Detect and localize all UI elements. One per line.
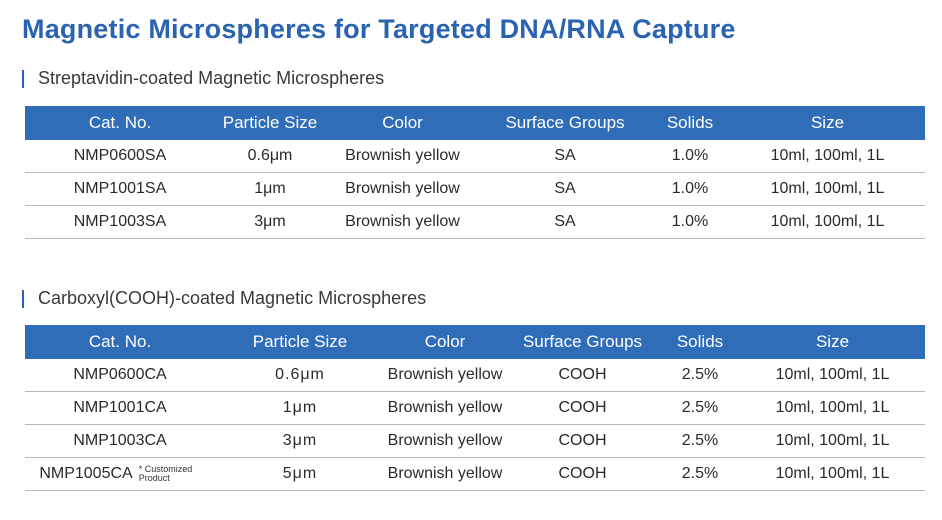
- particle-size-cell: 3μm: [215, 424, 385, 458]
- surface-group-cell: SA: [480, 140, 650, 173]
- customized-product-note: * Customized Product: [138, 463, 193, 483]
- heading-accent-bar: [22, 289, 24, 308]
- cat-no-cell: NMP0600CA: [25, 359, 215, 392]
- color-cell: Brownish yellow: [385, 391, 505, 425]
- surface-group-cell: SA: [480, 205, 650, 239]
- cat-no-cell: NMP0600SA: [25, 140, 215, 173]
- section-heading-text: Carboxyl(COOH)-coated Magnetic Microsphe…: [38, 288, 427, 308]
- volume-cell: 10ml, 100ml, 1L: [740, 359, 925, 392]
- column-header-cat-no: Cat. No.: [25, 325, 215, 359]
- column-header-solids: Solids: [650, 106, 730, 140]
- column-header-size: Size: [730, 106, 925, 140]
- heading-accent-bar: [22, 69, 24, 88]
- color-cell: Brownish yellow: [325, 205, 480, 239]
- column-header-particle-size: Particle Size: [215, 325, 385, 359]
- carboxyl-table: Cat. No. Particle Size Color Surface Gro…: [25, 325, 925, 491]
- table-row: NMP1005CA * Customized Product 5μm Browni…: [25, 457, 925, 491]
- volume-cell: 10ml, 100ml, 1L: [730, 172, 925, 206]
- table-row: NMP1001SA 1μm Brownish yellow SA 1.0% 10…: [25, 172, 925, 206]
- solids-cell: 1.0%: [650, 205, 730, 239]
- color-cell: Brownish yellow: [385, 424, 505, 458]
- table-row: NMP1003CA 3μm Brownish yellow COOH 2.5% …: [25, 424, 925, 458]
- solids-cell: 1.0%: [650, 140, 730, 173]
- surface-group-cell: COOH: [505, 391, 660, 425]
- solids-cell: 2.5%: [660, 457, 740, 491]
- table-header-row: Cat. No. Particle Size Color Surface Gro…: [25, 106, 925, 140]
- column-header-color: Color: [325, 106, 480, 140]
- surface-group-cell: SA: [480, 172, 650, 206]
- solids-cell: 2.5%: [660, 359, 740, 392]
- table-header-row: Cat. No. Particle Size Color Surface Gro…: [25, 325, 925, 359]
- particle-size-cell: 0.6μm: [215, 140, 325, 173]
- table-row: NMP0600SA 0.6μm Brownish yellow SA 1.0% …: [25, 140, 925, 173]
- cat-no-cell: NMP1001SA: [25, 172, 215, 206]
- cat-no-text: NMP1005CA: [39, 465, 133, 483]
- volume-cell: 10ml, 100ml, 1L: [730, 205, 925, 239]
- table-row: NMP0600CA 0.6μm Brownish yellow COOH 2.5…: [25, 359, 925, 392]
- solids-cell: 2.5%: [660, 391, 740, 425]
- solids-cell: 2.5%: [660, 424, 740, 458]
- column-header-color: Color: [385, 325, 505, 359]
- column-header-particle-size: Particle Size: [215, 106, 325, 140]
- volume-cell: 10ml, 100ml, 1L: [740, 457, 925, 491]
- section-heading-carboxyl: Carboxyl(COOH)-coated Magnetic Microsphe…: [22, 288, 426, 309]
- column-header-solids: Solids: [660, 325, 740, 359]
- column-header-cat-no: Cat. No.: [25, 106, 215, 140]
- cat-no-cell: NMP1001CA: [25, 391, 215, 425]
- section-heading-text: Streptavidin-coated Magnetic Microsphere…: [38, 68, 385, 88]
- solids-cell: 1.0%: [650, 172, 730, 206]
- particle-size-cell: 1μm: [215, 391, 385, 425]
- color-cell: Brownish yellow: [325, 140, 480, 173]
- column-header-surface-groups: Surface Groups: [480, 106, 650, 140]
- particle-size-cell: 1μm: [215, 172, 325, 206]
- volume-cell: 10ml, 100ml, 1L: [740, 424, 925, 458]
- surface-group-cell: COOH: [505, 457, 660, 491]
- particle-size-cell: 3μm: [215, 205, 325, 239]
- cat-no-cell: NMP1003SA: [25, 205, 215, 239]
- volume-cell: 10ml, 100ml, 1L: [740, 391, 925, 425]
- particle-size-cell: 5μm: [215, 457, 385, 491]
- section-heading-streptavidin: Streptavidin-coated Magnetic Microsphere…: [22, 68, 384, 89]
- table-row: NMP1003SA 3μm Brownish yellow SA 1.0% 10…: [25, 205, 925, 239]
- streptavidin-table: Cat. No. Particle Size Color Surface Gro…: [25, 106, 925, 239]
- surface-group-cell: COOH: [505, 359, 660, 392]
- column-header-surface-groups: Surface Groups: [505, 325, 660, 359]
- color-cell: Brownish yellow: [385, 359, 505, 392]
- table-row: NMP1001CA 1μm Brownish yellow COOH 2.5% …: [25, 391, 925, 425]
- column-header-size: Size: [740, 325, 925, 359]
- page-title: Magnetic Microspheres for Targeted DNA/R…: [22, 14, 736, 44]
- color-cell: Brownish yellow: [325, 172, 480, 206]
- cat-no-cell: NMP1005CA * Customized Product: [25, 457, 215, 491]
- color-cell: Brownish yellow: [385, 457, 505, 491]
- volume-cell: 10ml, 100ml, 1L: [730, 140, 925, 173]
- surface-group-cell: COOH: [505, 424, 660, 458]
- particle-size-cell: 0.6μm: [215, 359, 385, 392]
- cat-no-cell: NMP1003CA: [25, 424, 215, 458]
